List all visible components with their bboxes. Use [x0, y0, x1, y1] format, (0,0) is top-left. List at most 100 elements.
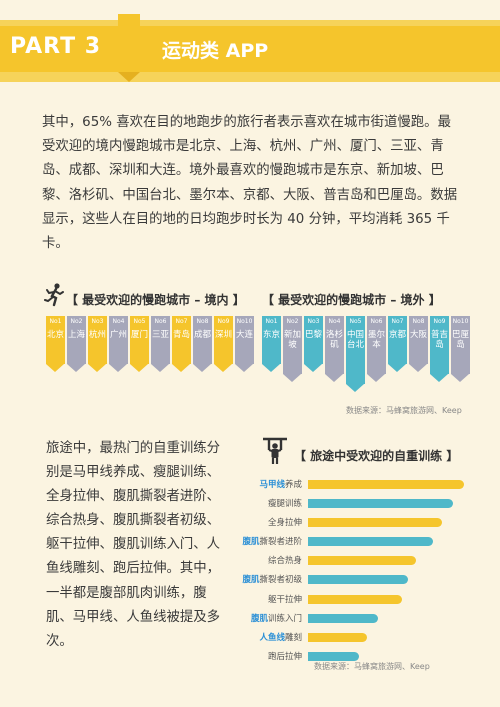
source-note-2: 数据来源：马蜂窝旅游网、Keep — [314, 662, 430, 671]
city-rank: No8 — [412, 318, 425, 325]
domestic-city-tag: No3 杭州 — [88, 316, 107, 372]
training-bar-row: 瘦腿训练 — [236, 495, 476, 514]
city-name: 大阪 — [409, 330, 427, 340]
source-note-1: 数据来源：马蜂窝旅游网、Keep — [346, 406, 462, 415]
city-rank: No5 — [349, 318, 362, 325]
city-name: 普吉岛 — [430, 330, 448, 350]
training-bar-row: 马甲线养成 — [236, 476, 476, 495]
city-rank: No1 — [49, 318, 62, 325]
domestic-city-tag: No5 厦门 — [130, 316, 149, 372]
city-name: 新加坡 — [283, 330, 301, 350]
training-label: 人鱼线雕刻 — [259, 631, 302, 643]
city-name: 三亚 — [151, 330, 169, 340]
training-label-highlight: 马甲线 — [259, 480, 285, 490]
tag-point — [172, 364, 190, 372]
city-rank: No2 — [70, 318, 83, 325]
tag-point — [262, 364, 280, 372]
tag-point — [388, 364, 406, 372]
city-name: 东京 — [262, 330, 280, 340]
domestic-city-tag: No6 三亚 — [151, 316, 170, 372]
training-label-text: 养成 — [284, 480, 302, 490]
header-band — [0, 26, 500, 72]
tag-point — [67, 364, 85, 372]
overseas-city-tag: No9 普吉岛 — [430, 316, 449, 392]
overseas-city-tags: No1 东京 No2 新加坡 No3 巴黎 No4 洛杉矶 No5 中国台北 No6 墨尔本 No7 京都… — [262, 316, 470, 392]
tag-point — [367, 374, 385, 382]
training-label: 全身拉伸 — [268, 516, 302, 528]
training-title: 【 旅途中受欢迎的自重训练 】 — [294, 449, 459, 463]
domestic-city-tag: No9 深圳 — [214, 316, 233, 372]
city-name: 杭州 — [88, 330, 106, 340]
part-number: PART 3 — [10, 34, 102, 59]
overseas-city-tag: No1 东京 — [262, 316, 281, 392]
city-name: 深圳 — [214, 330, 232, 340]
city-rank: No7 — [391, 318, 404, 325]
city-name: 京都 — [388, 330, 406, 340]
training-label: 马甲线养成 — [259, 478, 302, 490]
city-rank: No8 — [196, 318, 209, 325]
domestic-city-tags: No1 北京 No2 上海 No3 杭州 No4 广州 No5 厦门 No6 三亚 No7 青岛 No8 成都… — [46, 316, 254, 372]
city-rank: No4 — [112, 318, 125, 325]
training-bar — [308, 575, 408, 585]
training-label-text: 撕裂者进阶 — [259, 537, 302, 548]
overseas-city-tag: No5 中国台北 — [346, 316, 365, 392]
training-label: 躯干拉伸 — [268, 593, 302, 605]
tag-point — [130, 364, 148, 372]
training-bar — [308, 613, 378, 623]
domestic-city-tag: No7 青岛 — [172, 316, 191, 372]
training-label-text: 躯干拉伸 — [267, 594, 302, 605]
overseas-city-tag: No2 新加坡 — [283, 316, 302, 392]
training-bar — [308, 480, 464, 489]
city-name: 厦门 — [130, 330, 148, 340]
training-bar-row: 躯干拉伸 — [236, 591, 476, 610]
city-rank: No6 — [370, 318, 383, 325]
training-bar — [308, 556, 416, 566]
training-bar-row: 腹肌撕裂者初级 — [236, 571, 476, 590]
domestic-city-tag: No2 上海 — [67, 316, 86, 372]
city-name: 广州 — [109, 330, 127, 340]
training-bar-chart: 马甲线养成 瘦腿训练 全身拉伸 腹肌撕裂者进阶 综合热身 腹肌撕裂者初级 躯干拉伸 腹肌训练入… — [236, 476, 476, 667]
domestic-city-tag: No1 北京 — [46, 316, 65, 372]
tag-point — [193, 364, 211, 372]
domestic-city-tag: No10 大连 — [235, 316, 254, 372]
tag-point — [235, 364, 253, 372]
training-bar-row: 全身拉伸 — [236, 514, 476, 533]
header-notch — [118, 72, 140, 82]
training-label-text: 跑后拉伸 — [267, 651, 302, 662]
city-rank: No10 — [452, 318, 469, 325]
training-bar — [308, 594, 402, 604]
intro-paragraph: 其中，65% 喜欢在目的地跑步的旅行者表示喜欢在城市街道慢跑。最受欢迎的境内慢跑… — [42, 115, 458, 252]
training-bar — [308, 651, 359, 661]
city-name: 巴黎 — [304, 330, 322, 340]
training-label: 跑后拉伸 — [268, 650, 302, 662]
overseas-city-tag: No8 大阪 — [409, 316, 428, 392]
city-rank: No3 — [91, 318, 104, 325]
training-label-text: 撕裂者初级 — [259, 575, 302, 586]
training-label-highlight: 腹肌 — [242, 537, 260, 548]
city-name: 北京 — [46, 330, 64, 340]
training-label-highlight: 腹肌 — [250, 613, 268, 624]
training-label: 腹肌撕裂者初级 — [242, 573, 302, 585]
domestic-city-tag: No4 广州 — [109, 316, 128, 372]
city-rank: No9 — [433, 318, 446, 325]
training-label-text: 综合热身 — [267, 556, 302, 567]
city-rank: No5 — [133, 318, 146, 325]
city-rank: No1 — [265, 318, 278, 325]
overseas-city-tag: No10 巴厘岛 — [451, 316, 470, 392]
overseas-title: 【 最受欢迎的慢跑城市 – 境外 】 — [262, 293, 441, 307]
pullup-icon — [263, 437, 287, 464]
tag-point — [325, 374, 343, 382]
city-rank: No7 — [175, 318, 188, 325]
training-label-text: 雕刻 — [284, 632, 302, 643]
training-bar-row: 跑后拉伸 — [236, 648, 476, 667]
section-title: 运动类 APP — [162, 40, 269, 62]
header-tab — [118, 14, 140, 72]
training-bar-row: 人鱼线雕刻 — [236, 629, 476, 648]
training-bar — [308, 537, 433, 547]
training-label-highlight: 人鱼线 — [259, 632, 285, 643]
tag-point — [304, 364, 322, 372]
training-label-text: 全身拉伸 — [267, 518, 302, 529]
tag-point — [346, 384, 364, 392]
training-bar — [308, 499, 453, 509]
runner-icon — [44, 283, 64, 307]
